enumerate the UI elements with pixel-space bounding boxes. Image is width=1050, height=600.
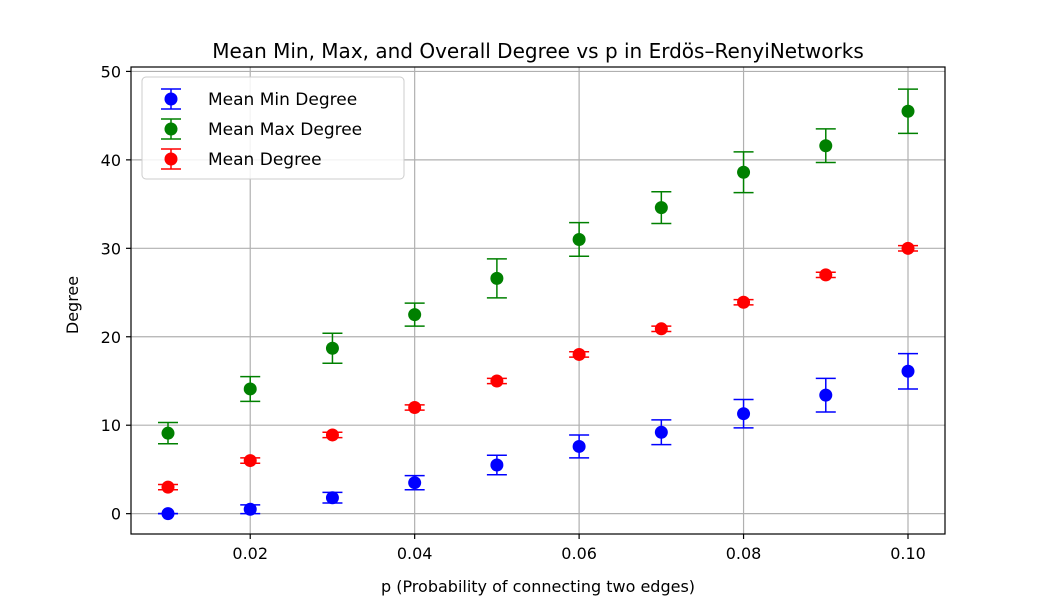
legend: Mean Min Degree Mean Max Degree Mean Degre… — [141, 76, 405, 180]
data-point — [819, 268, 833, 282]
y-tick-label: 50 — [101, 62, 121, 81]
x-axis-label: p (Probability of connecting two edges) — [381, 577, 695, 596]
chart-title: Mean Min, Max, and Overall Degree vs p i… — [212, 39, 864, 63]
data-point — [243, 502, 257, 516]
legend-item: Mean Degree — [161, 148, 322, 170]
y-tick-label: 40 — [101, 151, 121, 170]
y-tick-label: 0 — [111, 505, 121, 524]
data-point — [408, 401, 422, 415]
x-tick-label: 0.06 — [561, 544, 597, 563]
data-point — [490, 271, 504, 285]
legend-marker — [164, 92, 178, 106]
y-tick-label: 20 — [101, 328, 121, 347]
y-tick-label: 30 — [101, 239, 121, 258]
legend-label: Mean Degree — [208, 150, 322, 170]
legend-marker — [164, 122, 178, 136]
y-ticks: 0 10 20 30 40 50 — [101, 62, 131, 524]
data-point — [819, 139, 833, 153]
data-point — [737, 407, 751, 421]
data-point — [901, 364, 915, 378]
plot-frame — [130, 66, 946, 535]
data-point — [325, 491, 339, 505]
data-point — [161, 480, 175, 494]
data-point — [161, 426, 175, 440]
data-point — [408, 476, 422, 490]
data-point — [901, 241, 915, 255]
data-point — [243, 382, 257, 396]
y-axis-label: Degree — [63, 276, 82, 334]
data-point — [737, 165, 751, 179]
data-point — [325, 428, 339, 442]
series-mean-max-degree — [158, 88, 918, 445]
x-tick-label: 0.04 — [397, 544, 433, 563]
x-ticks: 0.02 0.04 0.06 0.08 0.10 — [232, 534, 926, 563]
data-point — [490, 374, 504, 388]
series-layer — [158, 88, 918, 521]
data-point — [654, 322, 668, 336]
series-mean-degree — [158, 241, 918, 494]
grid — [131, 67, 945, 534]
data-point — [654, 425, 668, 439]
data-point — [572, 439, 586, 453]
legend-marker — [164, 152, 178, 166]
data-point — [819, 388, 833, 402]
legend-item: Mean Min Degree — [161, 88, 357, 110]
x-tick-label: 0.02 — [232, 544, 268, 563]
legend-item: Mean Max Degree — [161, 118, 362, 140]
data-point — [572, 232, 586, 246]
data-point — [737, 295, 751, 309]
x-tick-label: 0.10 — [890, 544, 926, 563]
legend-label: Mean Max Degree — [208, 120, 362, 140]
legend-label: Mean Min Degree — [208, 90, 357, 110]
data-point — [243, 454, 257, 468]
data-point — [572, 347, 586, 361]
series-mean-min-degree — [158, 352, 918, 521]
legend-box — [141, 76, 405, 180]
x-tick-label: 0.08 — [726, 544, 762, 563]
data-point — [654, 201, 668, 215]
data-point — [161, 507, 175, 521]
data-point — [408, 308, 422, 322]
data-point — [901, 104, 915, 118]
y-tick-label: 10 — [101, 416, 121, 435]
data-point — [490, 458, 504, 472]
data-point — [325, 341, 339, 355]
